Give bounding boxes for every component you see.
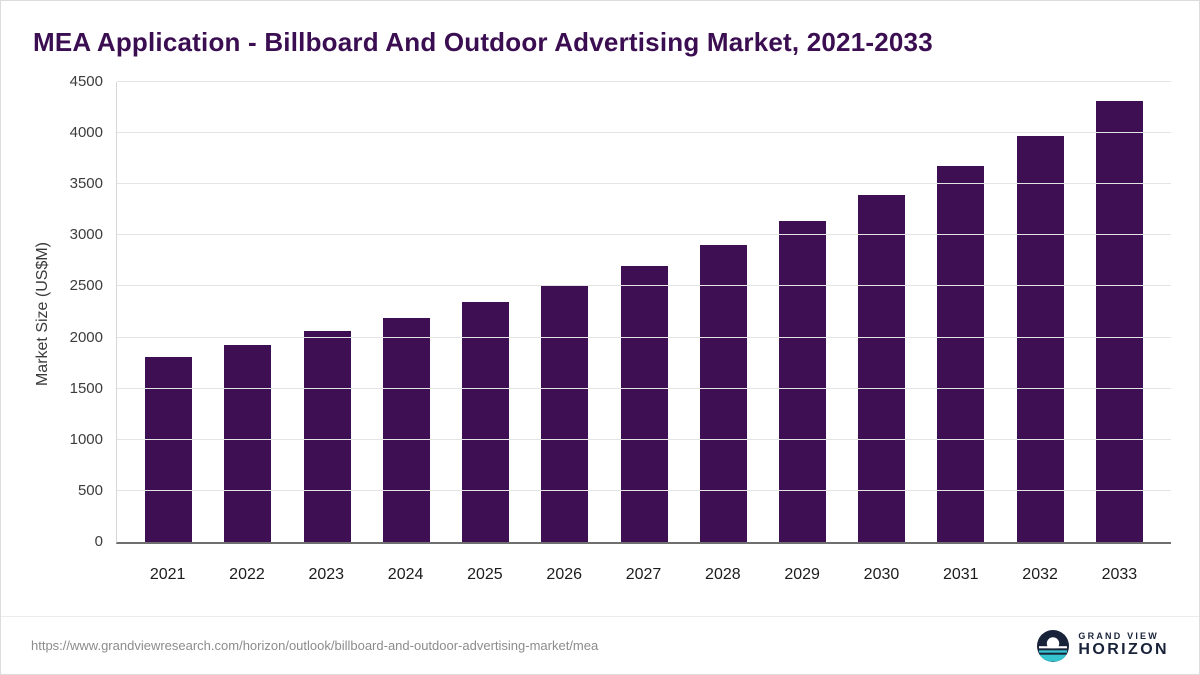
y-tick-label: 0 bbox=[94, 533, 103, 550]
bar-2021 bbox=[145, 356, 193, 542]
header: MEA Application - Billboard And Outdoor … bbox=[1, 1, 1199, 62]
bar-2029 bbox=[778, 220, 826, 542]
y-tick-label: 2000 bbox=[69, 328, 103, 346]
x-tick-label: 2031 bbox=[942, 566, 979, 583]
bar-2030 bbox=[858, 194, 906, 542]
y-tick-label: 1500 bbox=[69, 379, 103, 397]
x-tick-label: 2029 bbox=[784, 566, 820, 583]
gridline bbox=[117, 132, 1171, 134]
bar-slot bbox=[1001, 82, 1080, 542]
bar-slot bbox=[921, 82, 1000, 542]
gridline bbox=[117, 81, 1171, 82]
horizon-logo-icon bbox=[1037, 629, 1070, 662]
bar-chart: Market Size (US$M) 0 500 1000 1500 2000 2500 3… bbox=[31, 68, 1183, 590]
bar-slot bbox=[208, 82, 287, 542]
gridline bbox=[117, 387, 1171, 389]
y-tick-label: 3500 bbox=[69, 175, 103, 193]
x-tick-label: 2025 bbox=[467, 566, 503, 583]
bar-2025 bbox=[462, 302, 510, 542]
bar-2026 bbox=[541, 284, 589, 542]
bar-slot bbox=[446, 82, 525, 542]
bar-slot bbox=[129, 82, 208, 542]
x-axis-labels: 2021 2022 2023 2024 2025 2026 2027 2028 2029 2030… bbox=[116, 566, 1171, 584]
gridline bbox=[117, 234, 1171, 236]
y-tick-label: 1000 bbox=[69, 430, 103, 448]
gridline bbox=[117, 438, 1171, 440]
page-title: MEA Application - Billboard And Outdoor … bbox=[33, 27, 933, 57]
x-tick-label: 2032 bbox=[1022, 566, 1058, 583]
bar-2032 bbox=[1016, 135, 1064, 542]
gridline bbox=[117, 489, 1171, 491]
bar-slot bbox=[684, 82, 763, 542]
bar-2027 bbox=[620, 265, 668, 542]
bar-2028 bbox=[699, 244, 747, 542]
y-tick-label: 4000 bbox=[69, 124, 103, 142]
gridline bbox=[117, 285, 1171, 287]
bar-slot bbox=[763, 82, 842, 542]
x-tick-label: 2027 bbox=[625, 566, 662, 583]
y-tick-label: 500 bbox=[77, 481, 103, 499]
x-tick-label: 2033 bbox=[1101, 566, 1138, 583]
bar-2024 bbox=[382, 317, 430, 542]
bar-2023 bbox=[303, 331, 351, 542]
bar-2022 bbox=[224, 344, 272, 542]
brand-text: GRAND VIEW HORIZON bbox=[1078, 631, 1169, 660]
bar-slot bbox=[287, 82, 366, 542]
bar-slot bbox=[525, 82, 604, 542]
brand-name-bottom: HORIZON bbox=[1078, 641, 1169, 659]
x-tick-label: 2024 bbox=[387, 566, 424, 583]
footer: https://www.grandviewresearch.com/horizo… bbox=[1, 616, 1199, 674]
brand-name-top: GRAND VIEW bbox=[1078, 631, 1159, 642]
x-tick-label: 2022 bbox=[229, 566, 265, 583]
y-tick-label: 2500 bbox=[69, 277, 103, 295]
x-tick-label: 2023 bbox=[308, 566, 345, 583]
bar-slot bbox=[1080, 82, 1159, 542]
y-tick-label: 4500 bbox=[69, 73, 103, 90]
y-tick-label: 3000 bbox=[69, 226, 103, 244]
bars-row bbox=[117, 82, 1171, 542]
x-tick-label: 2026 bbox=[546, 566, 583, 583]
gridline bbox=[117, 336, 1171, 338]
brand-logo: GRAND VIEW HORIZON bbox=[1037, 629, 1169, 662]
x-tick-label: 2028 bbox=[705, 566, 741, 583]
x-tick-label: 2021 bbox=[149, 566, 186, 583]
x-tick-label: 2030 bbox=[863, 566, 900, 583]
bar-2033 bbox=[1095, 101, 1143, 542]
plot-area: 0 500 1000 1500 2000 2500 3000 3500 4000 4500 bbox=[70, 74, 1171, 550]
source-url: https://www.grandviewresearch.com/horizo… bbox=[31, 638, 599, 653]
gridline bbox=[117, 183, 1171, 185]
bar-slot bbox=[604, 82, 683, 542]
bar-slot bbox=[367, 82, 446, 542]
bar-slot bbox=[842, 82, 921, 542]
bar-2031 bbox=[937, 166, 985, 542]
